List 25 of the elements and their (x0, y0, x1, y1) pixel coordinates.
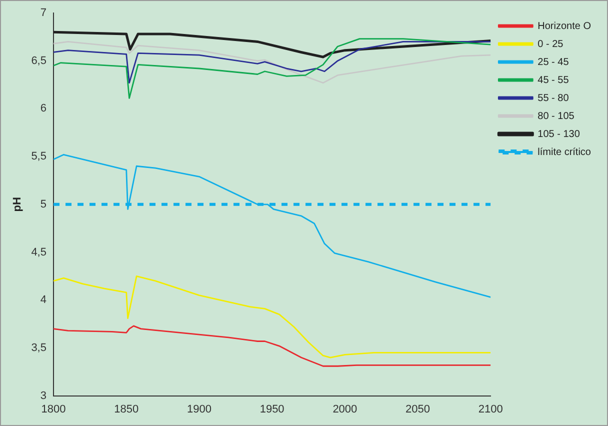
y-tick-label: 5 (40, 198, 46, 210)
y-tick-label: 6 (40, 102, 46, 115)
x-tick-label: 2050 (406, 403, 430, 416)
x-tick-label: 1850 (114, 403, 139, 416)
legend-label: 55 - 80 (538, 92, 570, 104)
x-tick-label: 1950 (260, 403, 284, 416)
legend-label: 45 - 55 (538, 74, 570, 86)
y-tick-label: 3 (40, 390, 46, 402)
legend-label: límite crítico (538, 146, 592, 158)
y-tick-label: 7 (40, 7, 46, 20)
x-tick-label: 1800 (41, 403, 66, 416)
legend-label: Horizonte O (538, 20, 592, 32)
y-tick-label: 3,5 (31, 342, 46, 354)
legend-label: 0 - 25 (538, 38, 564, 50)
y-tick-label: 6,5 (31, 54, 46, 67)
legend-label: 105 - 130 (538, 128, 580, 140)
legend-label: 80 - 105 (538, 110, 575, 122)
legend-label: 25 - 45 (538, 56, 570, 68)
y-tick-label: 5,5 (31, 150, 46, 163)
y-tick-label: 4 (40, 294, 46, 306)
y-axis-title: pH (12, 197, 24, 212)
x-tick-label: 1900 (186, 403, 212, 416)
x-tick-label: 2000 (332, 403, 358, 416)
x-tick-label: 2100 (478, 403, 503, 416)
y-tick-label: 4,5 (31, 246, 46, 258)
